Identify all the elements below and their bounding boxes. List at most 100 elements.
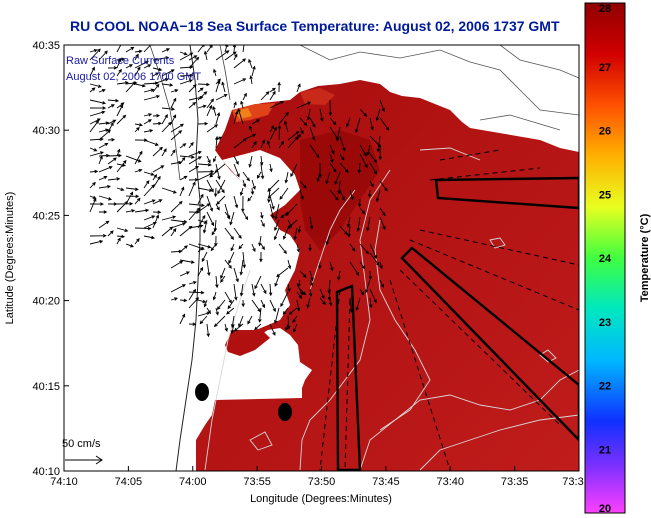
current-vector-icon <box>227 299 235 310</box>
current-vector-icon <box>179 155 196 159</box>
bathymetry-contours <box>204 147 579 471</box>
current-vector-icon <box>299 270 307 278</box>
current-vector-icon <box>375 189 381 203</box>
colorbar-tick-label: 21 <box>599 444 611 456</box>
current-vector-icon <box>179 175 188 181</box>
current-vector-icon <box>357 162 362 174</box>
current-vector-icon <box>220 267 226 280</box>
current-vector-icon <box>170 219 188 224</box>
current-vector-icon <box>152 113 161 118</box>
current-vector-icon <box>328 99 333 117</box>
current-vector-icon <box>357 198 362 208</box>
x-tick-label: 73:50 <box>308 476 336 488</box>
current-vector-icon <box>206 45 213 53</box>
current-vector-icon <box>329 117 337 126</box>
current-vector-icon <box>309 216 314 230</box>
current-vector-icon <box>116 114 127 125</box>
current-vector-icon <box>278 111 289 125</box>
current-vector-icon <box>238 243 244 250</box>
current-vector-icon <box>224 259 232 269</box>
current-vector-icon <box>188 150 202 157</box>
current-vector-icon <box>355 297 361 312</box>
current-vector-icon <box>259 155 264 166</box>
current-vector-icon <box>346 117 351 128</box>
current-vector-icon <box>107 177 121 181</box>
current-vector-icon <box>269 299 276 313</box>
current-vector-icon <box>242 179 247 188</box>
current-vector-icon <box>335 126 341 142</box>
current-vector-icon <box>170 200 183 213</box>
current-vector-icon <box>251 119 261 125</box>
x-tick-label: 74:00 <box>179 476 207 488</box>
current-vector-icon <box>197 91 208 101</box>
current-vector-icon <box>309 126 316 141</box>
current-vector-icon <box>359 288 365 296</box>
current-vector-icon <box>369 162 378 175</box>
current-vector-icon <box>308 243 312 252</box>
colorbar-tick-label: 27 <box>599 62 611 74</box>
current-vector-icon <box>273 307 280 325</box>
current-vector-icon <box>349 297 354 313</box>
current-vector-icon <box>152 199 163 205</box>
current-vector-icon <box>215 112 221 125</box>
y-axis: 40:35 40:30 40:25 40:20 40:15 40:10 <box>32 40 69 478</box>
current-vector-icon <box>297 225 302 234</box>
current-vector-icon <box>309 270 314 282</box>
current-vector-icon <box>233 163 240 178</box>
current-vector-icon <box>197 214 206 229</box>
current-vector-icon <box>215 203 220 211</box>
current-vector-icon <box>197 243 212 249</box>
current-vector-icon <box>260 91 270 101</box>
current-vector-icon <box>299 189 304 201</box>
current-vector-icon <box>242 171 250 182</box>
current-vector-icon <box>98 50 108 61</box>
current-vector-icon <box>116 200 129 213</box>
current-vector-icon <box>179 143 187 149</box>
current-vector-icon <box>125 64 133 69</box>
current-vector-icon <box>251 283 256 297</box>
current-vector-icon <box>116 148 121 157</box>
current-vector-icon <box>379 216 386 231</box>
current-vector-icon <box>226 307 235 315</box>
current-vector-icon <box>203 50 208 61</box>
current-vector-icon <box>329 261 334 272</box>
current-vector-icon <box>188 101 197 109</box>
sampling-polygons <box>335 176 579 471</box>
current-vector-icon <box>260 243 265 251</box>
current-vector-icon <box>379 261 383 270</box>
current-vector-icon <box>206 98 214 109</box>
current-vector-icon <box>98 121 110 125</box>
current-vector-icon <box>143 171 155 176</box>
current-vector-icon <box>99 210 108 214</box>
current-vector-icon <box>292 315 298 324</box>
current-vector-icon <box>318 261 322 270</box>
current-vector-icon <box>188 55 198 61</box>
current-vector-icon <box>285 323 289 332</box>
x-tick-label: 73:3 <box>562 476 583 488</box>
current-vector-icon <box>89 169 99 174</box>
current-vector-icon <box>224 51 237 61</box>
current-vector-icon <box>247 315 253 325</box>
current-vector-icon <box>197 219 208 224</box>
current-vector-icon <box>89 83 102 88</box>
current-vector-icon <box>283 120 289 133</box>
current-vector-icon <box>359 144 367 157</box>
current-vector-icon <box>143 215 156 221</box>
current-vector-icon <box>296 291 302 299</box>
current-vector-icon <box>369 153 378 164</box>
current-vector-icon <box>284 171 289 184</box>
current-vector-icon <box>306 297 311 309</box>
current-vector-icon <box>152 165 165 173</box>
current-vector-icon <box>269 100 285 109</box>
current-vector-icon <box>369 288 377 304</box>
current-vector-icon <box>98 184 111 189</box>
y-tick-label: 40:35 <box>32 40 60 52</box>
current-vector-icon <box>328 297 333 307</box>
current-vector-icon <box>197 187 213 193</box>
current-vector-icon <box>116 159 127 173</box>
current-vector-icon <box>179 52 194 61</box>
current-vector-icon <box>329 189 339 201</box>
current-vector-icon <box>287 136 299 149</box>
current-vector-icon <box>134 168 143 173</box>
current-vector-icon <box>206 323 210 338</box>
